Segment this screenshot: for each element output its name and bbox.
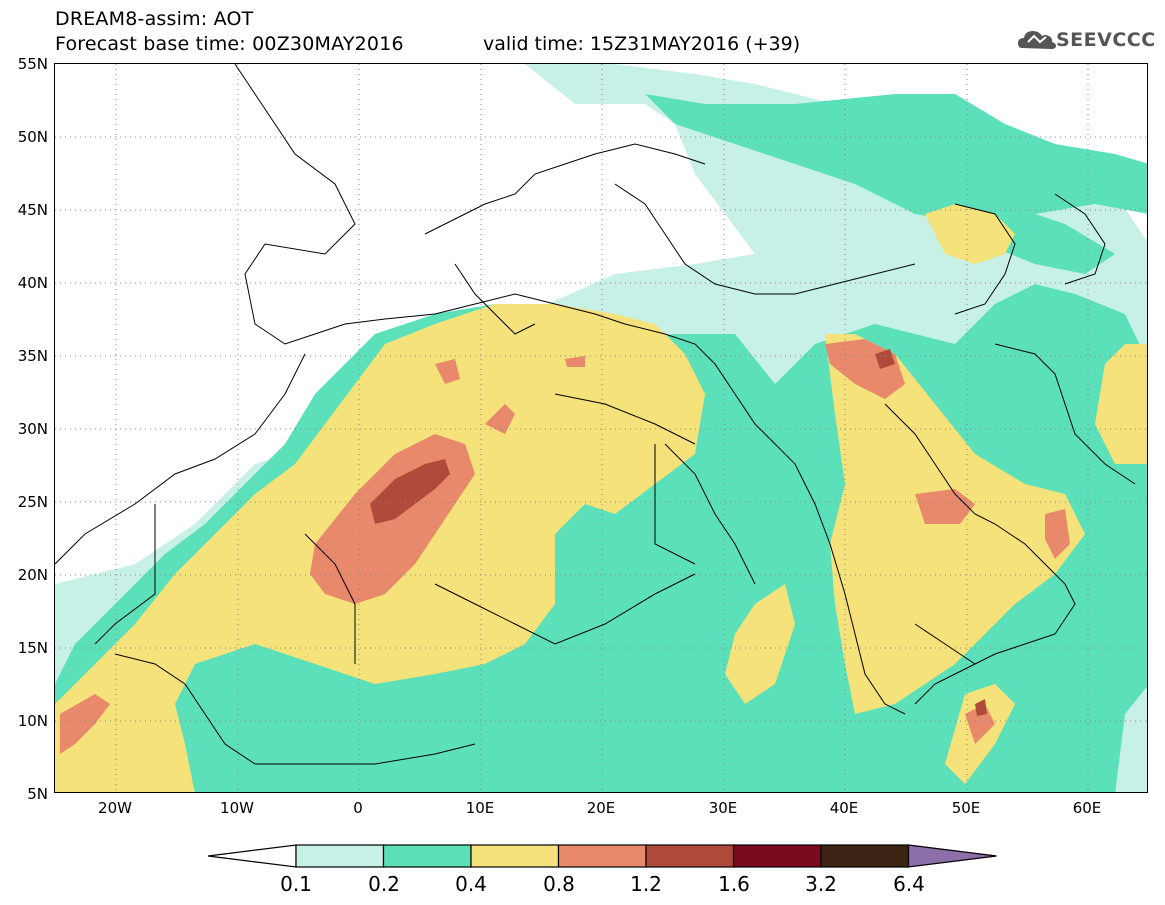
colorbar-label-0.2: 0.2 <box>368 872 400 896</box>
map-panel <box>54 63 1148 793</box>
colorbar-label-3.2: 3.2 <box>805 872 837 896</box>
lat-label-55n: 55N <box>17 55 48 73</box>
map-title: DREAM8-assim: AOT <box>55 8 254 30</box>
lat-label-15n: 15N <box>17 639 48 657</box>
lat-label-30n: 30N <box>17 420 48 438</box>
lon-label-30e: 30E <box>708 799 738 817</box>
colorbar-bin-1 <box>295 844 385 868</box>
colorbar-label-6.4: 6.4 <box>893 872 925 896</box>
colorbar-bin-4 <box>557 844 647 868</box>
coastlines <box>55 64 1136 765</box>
lat-label-25n: 25N <box>17 493 48 511</box>
lat-label-45n: 45N <box>17 201 48 219</box>
lat-label-35n: 35N <box>17 347 48 365</box>
colorbar-label-0.1: 0.1 <box>280 872 312 896</box>
colorbar-arrow-low <box>207 844 297 868</box>
colorbar-arrow-high <box>907 844 997 868</box>
forecast-base-time: Forecast base time: 00Z30MAY2016 <box>55 33 404 55</box>
lat-label-10n: 10N <box>17 712 48 730</box>
colorbar-label-0.4: 0.4 <box>455 872 487 896</box>
aot-contour-05 <box>370 349 987 716</box>
colorbar-bin-7 <box>820 844 910 868</box>
colorbar-bin-3 <box>470 844 560 868</box>
aot-field-map <box>55 64 1147 792</box>
lon-label-10w: 10W <box>220 799 254 817</box>
lon-label-50e: 50E <box>951 799 981 817</box>
lon-label-20w: 20W <box>98 799 132 817</box>
lat-label-50n: 50N <box>17 128 48 146</box>
lon-label-0: 0 <box>353 799 363 817</box>
valid-time: valid time: 15Z31MAY2016 (+39) <box>483 33 801 55</box>
lat-label-40n: 40N <box>17 274 48 292</box>
cloud-logo-icon <box>1018 31 1056 49</box>
colorbar-bin-6 <box>732 844 822 868</box>
lon-label-20e: 20E <box>586 799 616 817</box>
lat-label-5n: 5N <box>27 785 48 803</box>
colorbar-label-1.2: 1.2 <box>630 872 662 896</box>
lon-label-40e: 40E <box>829 799 859 817</box>
logo-text: SEEVCCC <box>1056 29 1156 51</box>
lat-label-20n: 20N <box>17 566 48 584</box>
graticule <box>55 64 1147 792</box>
lon-label-10e: 10E <box>465 799 495 817</box>
lon-label-60e: 60E <box>1072 799 1102 817</box>
colorbar-label-0.8: 0.8 <box>543 872 575 896</box>
colorbar-bin-5 <box>645 844 735 868</box>
colorbar-bin-2 <box>382 844 472 868</box>
colorbar-label-1.6: 1.6 <box>718 872 750 896</box>
